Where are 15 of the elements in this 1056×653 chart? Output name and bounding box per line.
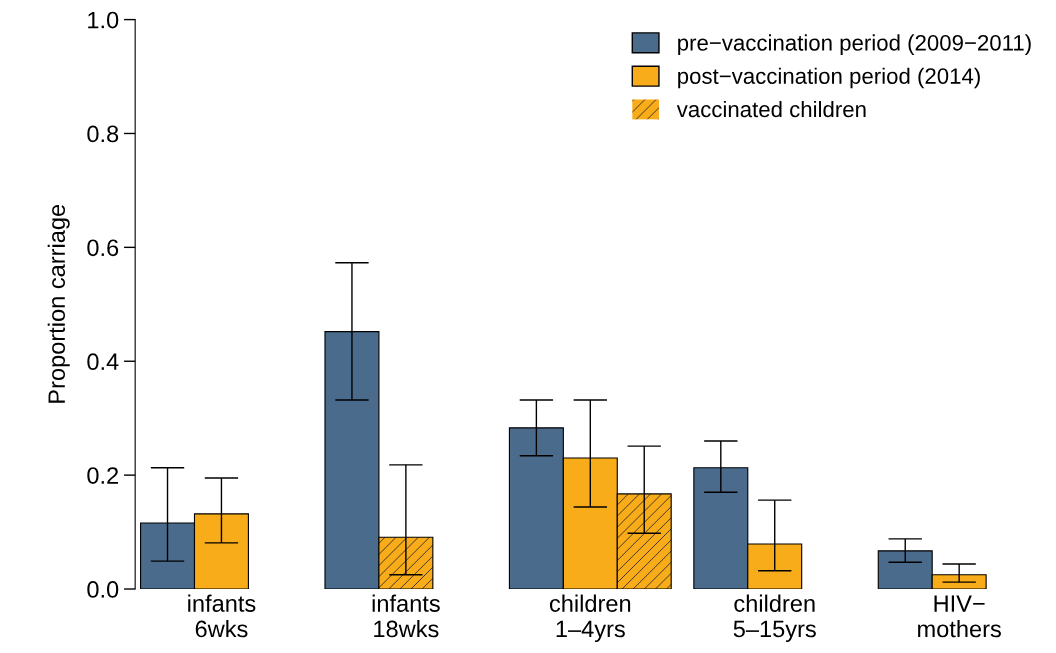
x-tick-label: children 1–4yrs — [549, 594, 631, 642]
x-tick-label: HIV− mothers — [918, 595, 1001, 638]
y-tick-label: 0.6 — [87, 239, 119, 257]
y-tick-label: 1.0 — [88, 11, 119, 29]
y-tick-label: 0.8 — [87, 125, 119, 143]
legend-label: vaccinated children — [676, 100, 866, 118]
x-tick-label: infants 6wks — [188, 594, 256, 638]
y-tick-label: 0.4 — [87, 353, 119, 371]
x-tick-label: infants 18wks — [372, 594, 440, 638]
x-tick-label: children 5–15yrs — [733, 594, 816, 642]
legend-label: pre−vaccination period (2009−2011) — [678, 34, 1031, 56]
y-tick-label: 0.2 — [87, 467, 119, 484]
y-axis-title: Proportion carriage — [47, 204, 70, 403]
legend-label: post−vaccination period (2014) — [678, 67, 980, 89]
y-tick-label: 0.0 — [87, 581, 119, 598]
